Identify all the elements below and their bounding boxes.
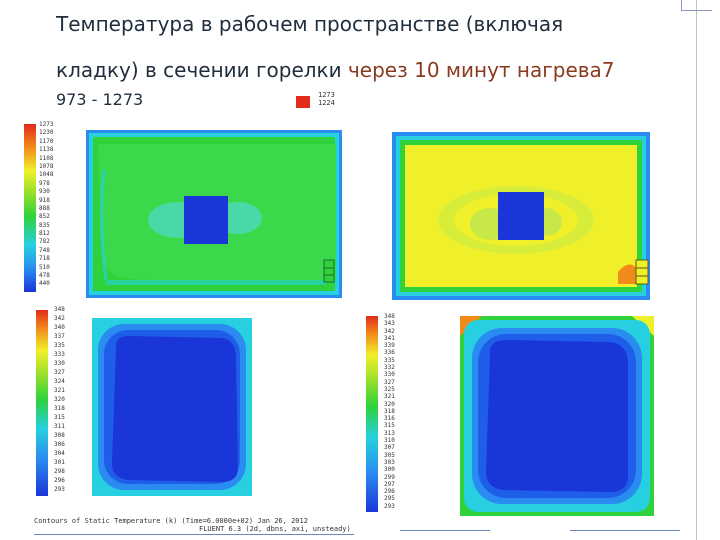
legend-label: 301 [54, 459, 65, 466]
contour-plot-bottom-left: 348 342 340 337 335 333 330 327 324 321 … [30, 298, 356, 512]
legend-label: 918 [39, 196, 50, 204]
legend-label: 320 [54, 396, 65, 403]
furnace-contour-top-left [86, 130, 342, 298]
legend-label: 333 [54, 351, 65, 358]
legend-label: 336 [384, 349, 395, 357]
legend-label: 343 [384, 320, 395, 328]
furnace-contour-top-right [392, 132, 650, 300]
legend-label: 978 [39, 179, 50, 187]
legend-label: 339 [384, 342, 395, 350]
legend-label: 1078 [39, 162, 54, 170]
legend-label: 308 [54, 432, 65, 439]
caption-rule-left [34, 534, 354, 535]
legend-label: 930 [39, 188, 50, 196]
color-legend-top-left [24, 124, 36, 292]
legend-label: 1138 [39, 146, 54, 154]
slide-title-line2: кладку) в сечении горелки через 10 минут… [56, 58, 615, 82]
legend-label: 315 [384, 422, 395, 430]
legend-label: 296 [384, 488, 395, 496]
mini-legend: 1273 1224 [318, 91, 335, 108]
legend-label: 300 [384, 466, 395, 474]
mini-legend-swatch [296, 96, 310, 108]
legend-label: 341 [384, 334, 395, 342]
legend-label: 1230 [39, 129, 54, 137]
legend-label: 320 [384, 400, 395, 408]
fluent-caption-line2: FLUENT 6.3 (2d, dbns, axi, unsteady) [199, 525, 351, 534]
legend-label: 1108 [39, 154, 54, 162]
legend-labels-top-left: 1273 1230 1170 1138 1108 1078 1048 978 9… [39, 121, 54, 290]
slide-title-line2-b: через 10 минут нагрева7 [347, 58, 615, 82]
legend-label: 1048 [39, 171, 54, 179]
mini-legend-label-1: 1224 [318, 99, 335, 108]
legend-label: 297 [384, 480, 395, 488]
legend-label: 310 [384, 437, 395, 445]
slide-title-line2-a: кладку) в сечении горелки [56, 58, 348, 82]
fluent-caption: Contours of Static Temperature (k) (Time… [34, 517, 351, 533]
legend-label: 311 [54, 423, 65, 430]
caption-rule-middle [400, 530, 490, 531]
legend-label: 293 [54, 486, 65, 493]
legend-label: 330 [54, 360, 65, 367]
legend-labels-bottom-right: 348 343 342 341 339 336 335 332 330 327 … [384, 313, 395, 511]
legend-label: 510 [39, 263, 50, 271]
legend-label: 342 [54, 315, 65, 322]
legend-label: 315 [54, 414, 65, 421]
slide-corner-decoration [681, 0, 712, 11]
legend-label: 340 [54, 324, 65, 331]
legend-label: 888 [39, 204, 50, 212]
legend-label: 335 [384, 356, 395, 364]
temperature-range: 973 - 1273 [56, 90, 144, 109]
slide-title-line1: Температура в рабочем пространстве (вклю… [56, 12, 564, 36]
legend-label: 748 [39, 246, 50, 254]
mini-legend-label-0: 1273 [318, 91, 335, 99]
caption-rule-right [570, 530, 680, 531]
legend-label: 812 [39, 230, 50, 238]
legend-label: 335 [54, 342, 65, 349]
contour-plot-bottom-right: 348 343 342 341 339 336 335 332 330 327 … [360, 310, 660, 520]
legend-label: 835 [39, 221, 50, 229]
cooling-contour-bottom-right [460, 316, 654, 516]
legend-label: 342 [384, 327, 395, 335]
color-legend-bottom-left [36, 310, 48, 496]
legend-label: 321 [384, 393, 395, 401]
legend-label: 296 [54, 477, 65, 484]
legend-label: 718 [39, 255, 50, 263]
legend-label: 330 [384, 371, 395, 379]
legend-label: 295 [384, 495, 395, 503]
contour-plot-top-left: 1273 1230 1170 1138 1108 1078 1048 978 9… [20, 118, 344, 298]
legend-label: 318 [54, 405, 65, 412]
legend-label: 337 [54, 333, 65, 340]
legend-label: 313 [384, 429, 395, 437]
legend-label: 782 [39, 238, 50, 246]
legend-label: 299 [384, 473, 395, 481]
legend-label: 348 [54, 306, 65, 313]
legend-label: 478 [39, 272, 50, 280]
contour-plot-top-right [392, 132, 652, 302]
legend-label: 306 [54, 441, 65, 448]
legend-label: 303 [384, 458, 395, 466]
legend-label: 332 [384, 364, 395, 372]
legend-label: 327 [54, 369, 65, 376]
legend-label: 440 [39, 280, 50, 288]
legend-label: 348 [384, 313, 395, 320]
legend-label: 293 [384, 502, 395, 510]
legend-label: 316 [384, 415, 395, 423]
color-legend-bottom-right [366, 316, 378, 512]
legend-label: 298 [54, 468, 65, 475]
legend-label: 325 [384, 385, 395, 393]
legend-labels-bottom-left: 348 342 340 337 335 333 330 327 324 321 … [54, 307, 65, 496]
legend-label: 324 [54, 378, 65, 385]
cooling-contour-bottom-left [92, 318, 252, 496]
legend-label: 304 [54, 450, 65, 457]
legend-label: 307 [384, 444, 395, 452]
legend-label: 852 [39, 213, 50, 221]
legend-label: 321 [54, 387, 65, 394]
slide-vertical-rule [696, 0, 697, 540]
legend-label: 327 [384, 378, 395, 386]
legend-label: 1170 [39, 137, 54, 145]
legend-label: 318 [384, 407, 395, 415]
legend-label: 1273 [39, 121, 54, 128]
fluent-caption-line1: Contours of Static Temperature (k) (Time… [34, 517, 308, 525]
legend-label: 305 [384, 451, 395, 459]
